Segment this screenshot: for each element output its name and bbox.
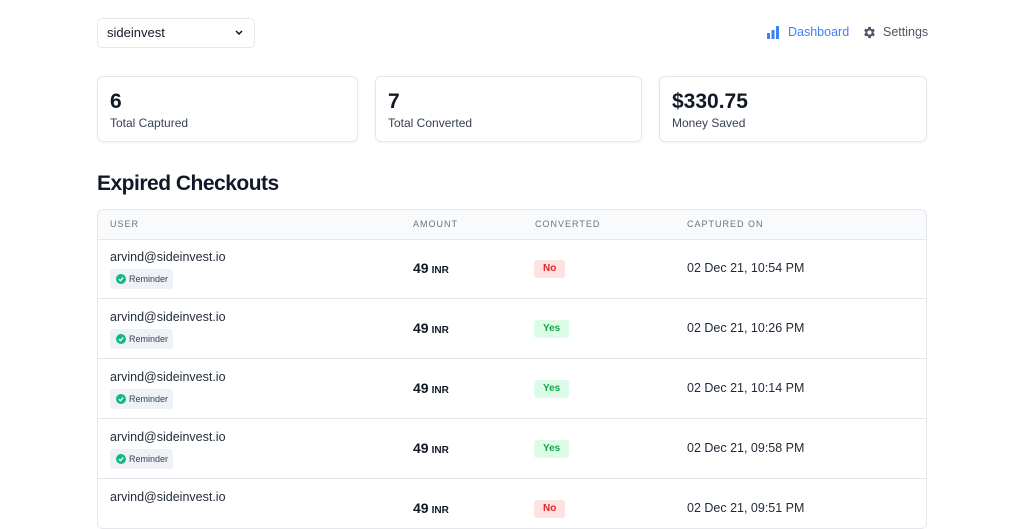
column-header: AMOUNT: [413, 219, 458, 229]
table-row: arvind@sideinvest.io Reminder 49 INR Yes 02 D…: [98, 299, 926, 359]
check-icon: [116, 394, 126, 404]
captured-on: 02 Dec 21, 09:51 PM: [687, 501, 805, 515]
user-email: arvind@sideinvest.io: [110, 490, 226, 504]
table-row: arvind@sideinvest.io Reminder 49 INR Yes 02 D…: [98, 419, 926, 479]
stat-label: Total Captured: [110, 116, 189, 130]
project-select[interactable]: sideinvest: [97, 18, 255, 48]
currency: INR: [431, 325, 449, 336]
amount-value: 49: [413, 380, 429, 396]
nav-label: Dashboard: [788, 25, 850, 39]
reminder-tag: Reminder: [110, 449, 173, 469]
converted-badge: Yes: [534, 380, 570, 398]
section-title: Expired Checkouts: [97, 172, 279, 195]
amount: 49 INR: [413, 380, 449, 396]
converted-badge: No: [534, 500, 566, 518]
user-email: arvind@sideinvest.io: [110, 250, 226, 264]
captured-on: 02 Dec 21, 10:14 PM: [687, 381, 805, 395]
amount: 49 INR: [413, 440, 449, 456]
stat-card: $330.75 Money Saved: [659, 76, 927, 142]
stat-card: 7 Total Converted: [375, 76, 642, 142]
table-header: USER AMOUNT CONVERTED CAPTURED ON: [98, 210, 926, 240]
chart-icon: [767, 25, 779, 39]
amount-value: 49: [413, 260, 429, 276]
stat-label: Total Converted: [388, 116, 473, 130]
stat-value: 6: [110, 90, 122, 113]
currency: INR: [431, 265, 449, 276]
nav-dashboard[interactable]: Dashboard: [767, 24, 849, 40]
currency: INR: [431, 385, 449, 396]
check-icon: [116, 334, 126, 344]
converted-badge: Yes: [534, 320, 570, 338]
column-header: USER: [110, 219, 140, 229]
captured-on: 02 Dec 21, 10:26 PM: [687, 321, 805, 335]
captured-on: 02 Dec 21, 10:54 PM: [687, 261, 805, 275]
stat-card: 6 Total Captured: [97, 76, 358, 142]
user-email: arvind@sideinvest.io: [110, 370, 226, 384]
amount-value: 49: [413, 500, 429, 516]
amount: 49 INR: [413, 260, 449, 276]
currency: INR: [431, 505, 449, 516]
nav-settings[interactable]: Settings: [862, 24, 928, 40]
amount: 49 INR: [413, 320, 449, 336]
check-icon: [116, 454, 126, 464]
amount-value: 49: [413, 320, 429, 336]
nav-label: Settings: [883, 25, 929, 39]
captured-on: 02 Dec 21, 09:58 PM: [687, 441, 805, 455]
stat-label: Money Saved: [672, 116, 746, 130]
tag-label: Reminder: [129, 274, 169, 284]
chevron: [235, 30, 243, 36]
reminder-tag: Reminder: [110, 389, 173, 409]
reminder-tag: Reminder: [110, 329, 173, 349]
currency: INR: [431, 445, 449, 456]
page: sideinvest Dashboard Settings 6 Total Cap…: [97, 18, 929, 529]
gear-icon: [864, 26, 875, 38]
tag-label: Reminder: [129, 334, 169, 344]
tag-label: Reminder: [129, 454, 169, 464]
stat-value: $330.75: [672, 90, 748, 113]
user-email: arvind@sideinvest.io: [110, 430, 226, 444]
table-row: arvind@sideinvest.io 49 INR No 02 Dec 21, 09…: [98, 479, 926, 528]
user-email: arvind@sideinvest.io: [110, 310, 226, 324]
amount-value: 49: [413, 440, 429, 456]
select-value: sideinvest: [107, 25, 165, 40]
table-row: arvind@sideinvest.io Reminder 49 INR Yes 02 D…: [98, 359, 926, 419]
reminder-tag: Reminder: [110, 269, 173, 289]
amount: 49 INR: [413, 500, 449, 516]
check-icon: [116, 274, 126, 284]
table-row: arvind@sideinvest.io Reminder 49 INR No 02 De…: [98, 239, 926, 299]
tag-label: Reminder: [129, 394, 169, 404]
column-header: CAPTURED ON: [687, 219, 764, 229]
converted-badge: No: [534, 260, 566, 278]
column-header: CONVERTED: [535, 219, 601, 229]
stat-value: 7: [388, 90, 400, 113]
checkouts-table: USER AMOUNT CONVERTED CAPTURED ON arvind@si…: [97, 209, 927, 529]
converted-badge: Yes: [534, 440, 570, 458]
